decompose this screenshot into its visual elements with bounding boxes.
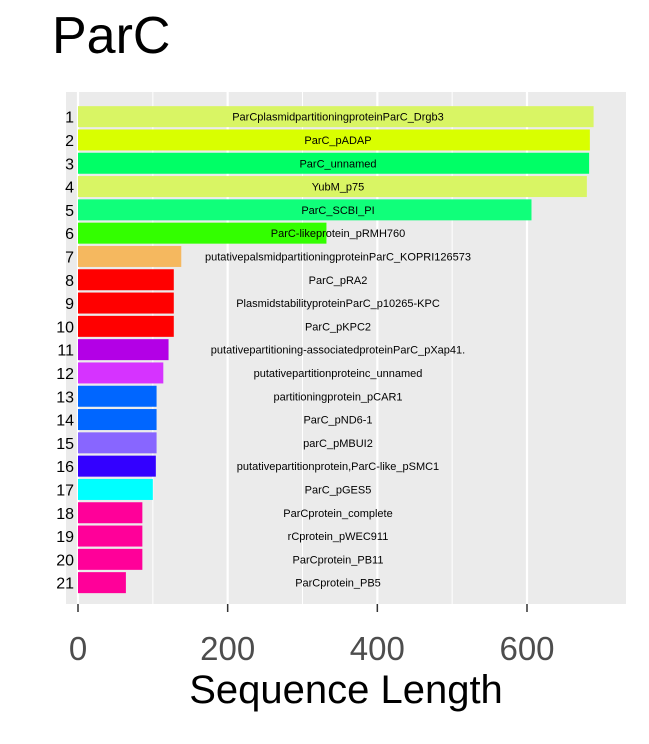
bar (78, 316, 174, 337)
bar (78, 456, 156, 477)
bar-label: putativepalsmidpartitioningproteinParC_K… (205, 251, 471, 263)
bar-label: ParC_SCBI_PI (301, 205, 374, 217)
bar-label: ParCplasmidpartitioningproteinParC_Drgb3 (232, 112, 444, 124)
bar-label: ParC_pADAP (304, 135, 371, 147)
bar (78, 339, 169, 360)
bar (78, 572, 126, 593)
rank-label: 7 (65, 249, 74, 266)
rank-label: 9 (65, 296, 74, 313)
bar-label: ParC_pKPC2 (305, 321, 371, 333)
rank-label: 12 (56, 366, 74, 383)
rank-label: 11 (57, 343, 74, 360)
rank-label: 19 (56, 529, 74, 546)
bar (78, 479, 153, 500)
rank-label: 4 (65, 180, 74, 197)
rank-label: 13 (56, 389, 74, 406)
bar (78, 502, 142, 523)
bar-label: parC_pMBUI2 (303, 438, 373, 450)
x-tick-label: 400 (350, 630, 405, 667)
bar (78, 362, 163, 383)
bar (78, 409, 157, 430)
rank-label: 5 (65, 203, 74, 220)
rank-label: 6 (65, 226, 74, 243)
rank-label: 15 (56, 436, 74, 453)
rank-label: 16 (56, 459, 74, 476)
bar (78, 432, 157, 453)
rank-label: 10 (56, 319, 74, 336)
bar-label: rCprotein_pWEC911 (288, 531, 389, 543)
bar-label: ParCprotein_PB5 (295, 578, 381, 590)
bar-label: ParC_pGES5 (305, 484, 372, 496)
bar-label: putativepartitioning-associatedproteinPa… (211, 345, 465, 357)
x-tick-label: 200 (200, 630, 255, 667)
bar-label: YubM_p75 (312, 182, 365, 194)
bar-label: ParC-likeprotein_pRMH760 (271, 228, 406, 240)
x-tick-label: 600 (499, 630, 554, 667)
bar (78, 386, 157, 407)
x-tick-label: 0 (69, 630, 87, 667)
bar-label: ParC_pND6-1 (303, 415, 372, 427)
bar-label: ParC_unnamed (299, 158, 376, 170)
rank-label: 3 (65, 156, 74, 173)
rank-label: 8 (65, 273, 74, 290)
bar-label: ParCprotein_complete (283, 508, 392, 520)
bar-label: putativepartitionprotein,ParC-like_pSMC1 (237, 461, 439, 473)
rank-label: 17 (56, 482, 74, 499)
bar (78, 526, 142, 547)
rank-label: 21 (56, 576, 74, 593)
rank-label: 1 (65, 110, 74, 127)
rank-label: 2 (65, 133, 74, 150)
bar-label: partitioningprotein_pCAR1 (273, 391, 402, 403)
bar-label: putativepartitionproteinc_unnamed (254, 368, 423, 380)
rank-label: 20 (56, 552, 74, 569)
rank-label: 14 (56, 413, 74, 430)
bar (78, 549, 142, 570)
bar-label: ParC_pRA2 (309, 275, 368, 287)
bar-label: ParCprotein_PB11 (293, 554, 384, 566)
bar (78, 293, 174, 314)
rank-label: 18 (56, 506, 74, 523)
bar (78, 269, 174, 290)
x-axis-label: Sequence Length (66, 670, 626, 710)
bar-label: PlasmidstabilityproteinParC_p10265-KPC (236, 298, 440, 310)
bar (78, 246, 181, 267)
